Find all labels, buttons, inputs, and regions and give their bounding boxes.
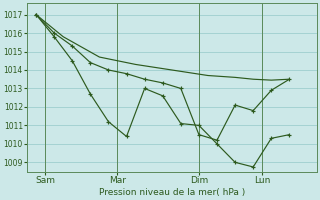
X-axis label: Pression niveau de la mer( hPa ): Pression niveau de la mer( hPa ) [99,188,245,197]
